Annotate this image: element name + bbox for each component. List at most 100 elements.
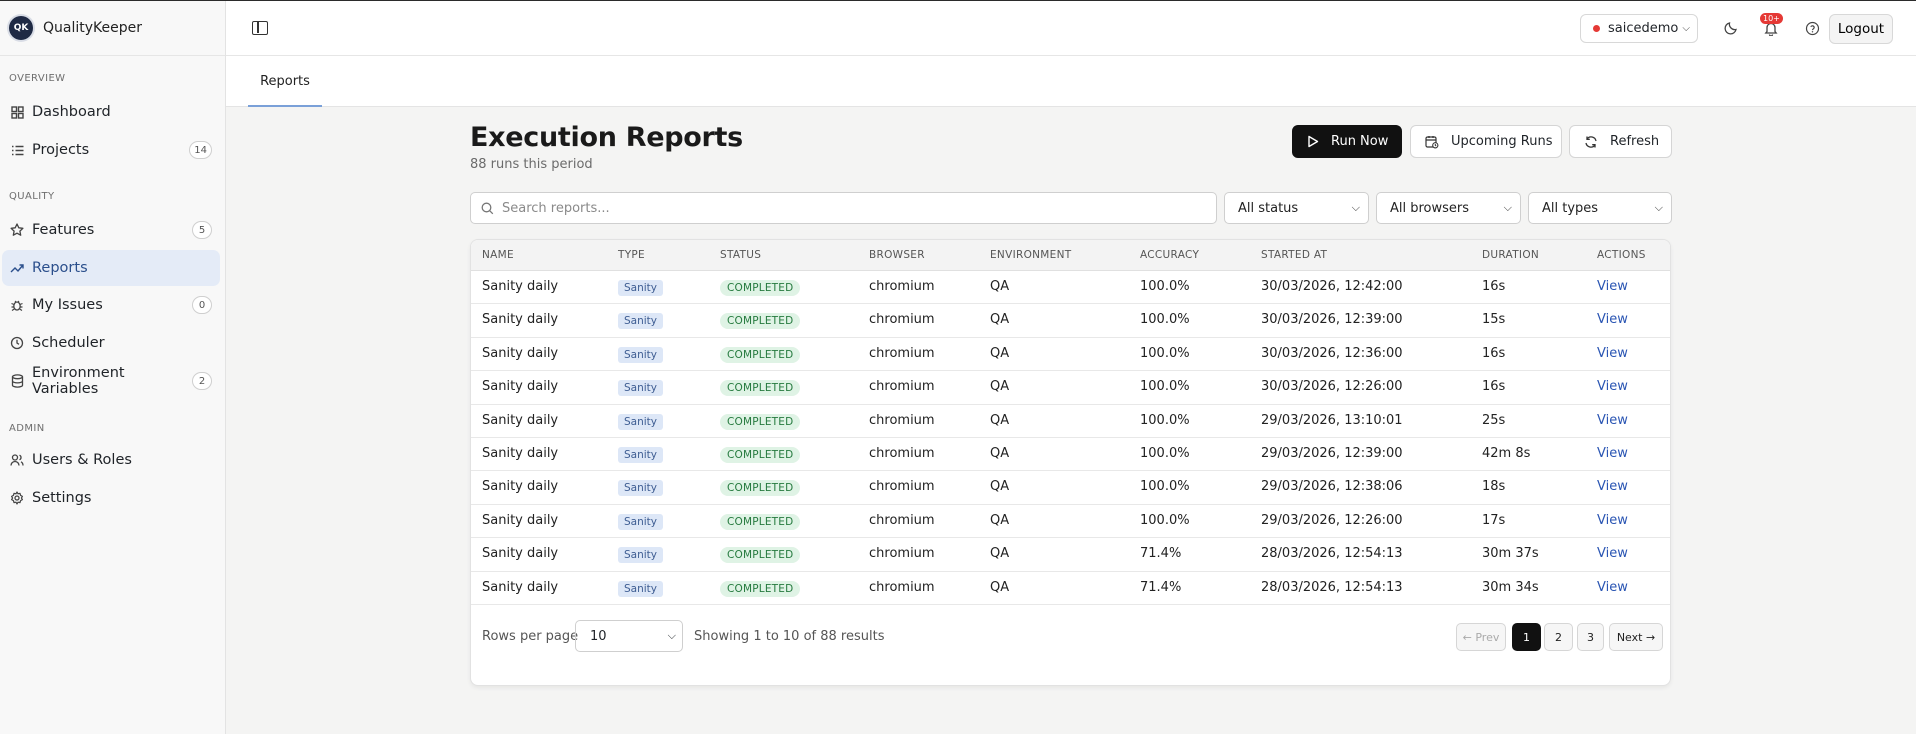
cell-started-at: 28/03/2026, 12:54:13 <box>1261 546 1403 562</box>
window-top-border <box>0 0 1916 1</box>
sidebar-item-settings[interactable]: Settings <box>2 480 220 516</box>
view-link[interactable]: View <box>1597 546 1628 562</box>
table-row[interactable]: Sanity daily Sanity COMPLETED chromium QA 71.… <box>471 572 1670 605</box>
sidebar-item-dashboard[interactable]: Dashboard <box>2 94 220 130</box>
type-badge: Sanity <box>618 380 664 397</box>
cell-browser: chromium <box>869 345 935 361</box>
grid-icon <box>10 105 24 119</box>
count-badge: 0 <box>192 296 212 314</box>
gear-icon <box>10 491 24 505</box>
status-badge: COMPLETED <box>720 346 801 363</box>
database-icon <box>10 374 24 388</box>
next-page-button[interactable]: Next → <box>1609 623 1663 651</box>
cell-started-at: 30/03/2026, 12:42:00 <box>1261 279 1403 294</box>
logout-button[interactable]: Logout <box>1829 14 1893 44</box>
play-icon <box>1307 135 1319 148</box>
sidebar: QK QualityKeeper OVERVIEW Dashboard Proj… <box>0 1 226 734</box>
browser-filter-select[interactable]: All browsers ⌵ <box>1376 192 1521 224</box>
column-header-status: STATUS <box>720 249 762 261</box>
view-link[interactable]: View <box>1597 479 1628 495</box>
page-subtitle: 88 runs this period <box>470 157 593 172</box>
sidebar-toggle-icon[interactable] <box>252 21 268 35</box>
status-badge: COMPLETED <box>720 513 801 530</box>
view-link[interactable]: View <box>1597 579 1628 595</box>
view-link[interactable]: View <box>1597 379 1628 395</box>
section-label-admin: ADMIN <box>9 423 45 434</box>
type-filter-value: All types <box>1542 200 1599 216</box>
search-input[interactable] <box>502 200 1182 216</box>
sidebar-item-my-issues[interactable]: My Issues 0 <box>2 287 220 323</box>
table-row[interactable]: Sanity daily Sanity COMPLETED chromium QA 100… <box>471 405 1670 438</box>
page-button-2[interactable]: 2 <box>1544 623 1573 651</box>
cell-accuracy: 100.0% <box>1140 279 1190 294</box>
status-badge: COMPLETED <box>720 280 801 296</box>
calendar-clock-icon <box>1425 135 1439 149</box>
table-row[interactable]: Sanity daily Sanity COMPLETED chromium QA 100… <box>471 438 1670 472</box>
view-link[interactable]: View <box>1597 312 1628 328</box>
view-link[interactable]: View <box>1597 345 1628 361</box>
tenant-selector[interactable]: saicedemo ⌵ <box>1580 14 1698 43</box>
table-row[interactable]: Sanity daily Sanity COMPLETED chromium QA 100… <box>471 271 1670 305</box>
type-filter-select[interactable]: All types ⌵ <box>1528 192 1672 224</box>
column-header-environment: ENVIRONMENT <box>990 249 1072 261</box>
search-box[interactable] <box>470 192 1217 224</box>
type-badge: Sanity <box>618 547 664 564</box>
page-title: Execution Reports <box>470 122 743 153</box>
sidebar-item-users-roles[interactable]: Users & Roles <box>2 442 220 478</box>
table-row[interactable]: Sanity daily Sanity COMPLETED chromium QA 71.… <box>471 538 1670 572</box>
sidebar-item-reports[interactable]: Reports <box>2 250 220 286</box>
column-header-name: NAME <box>482 249 514 261</box>
tab-reports[interactable]: Reports <box>248 71 322 107</box>
rows-per-page-select[interactable]: 10 ⌵ <box>575 620 683 652</box>
sidebar-item-scheduler[interactable]: Scheduler <box>2 325 220 361</box>
cell-started-at: 30/03/2026, 12:36:00 <box>1261 345 1403 361</box>
table-row[interactable]: Sanity daily Sanity COMPLETED chromium QA 100… <box>471 471 1670 505</box>
app-name: QualityKeeper <box>43 20 142 36</box>
table-row[interactable]: Sanity daily Sanity COMPLETED chromium QA 100… <box>471 304 1670 338</box>
sidebar-item-label: My Issues <box>32 297 103 313</box>
status-badge: COMPLETED <box>720 480 801 497</box>
cell-environment: QA <box>990 412 1010 428</box>
table-row[interactable]: Sanity daily Sanity COMPLETED chromium QA 100… <box>471 505 1670 539</box>
view-link[interactable]: View <box>1597 279 1628 294</box>
cell-started-at: 30/03/2026, 12:39:00 <box>1261 312 1403 328</box>
cell-accuracy: 100.0% <box>1140 345 1190 361</box>
table-row[interactable]: Sanity daily Sanity COMPLETED chromium QA 100… <box>471 338 1670 372</box>
count-badge: 14 <box>189 141 212 159</box>
run-now-button[interactable]: Run Now <box>1292 125 1402 158</box>
notification-count-badge: 10+ <box>1760 13 1783 24</box>
cell-accuracy: 100.0% <box>1140 312 1190 328</box>
status-filter-select[interactable]: All status ⌵ <box>1224 192 1369 224</box>
column-header-type: TYPE <box>618 249 645 261</box>
help-icon[interactable] <box>1803 19 1821 37</box>
upcoming-runs-button[interactable]: Upcoming Runs <box>1410 125 1562 158</box>
cell-started-at: 30/03/2026, 12:26:00 <box>1261 379 1403 395</box>
cell-browser: chromium <box>869 479 935 495</box>
table-row[interactable]: Sanity daily Sanity COMPLETED chromium QA 100… <box>471 371 1670 405</box>
column-header-browser: BROWSER <box>869 249 925 261</box>
count-badge: 2 <box>192 372 212 390</box>
page-button-1[interactable]: 1 <box>1512 623 1541 651</box>
prev-page-button[interactable]: ← Prev <box>1456 623 1506 651</box>
cell-duration: 16s <box>1482 279 1506 294</box>
cell-browser: chromium <box>869 579 935 595</box>
view-link[interactable]: View <box>1597 446 1628 461</box>
sidebar-item-features[interactable]: Features 5 <box>2 212 220 248</box>
star-icon <box>10 223 24 237</box>
status-filter-value: All status <box>1238 200 1299 216</box>
sidebar-item-projects[interactable]: Projects 14 <box>2 132 220 168</box>
refresh-button[interactable]: Refresh <box>1569 125 1672 158</box>
status-badge: COMPLETED <box>720 413 801 430</box>
cell-accuracy: 71.4% <box>1140 579 1182 595</box>
moon-icon[interactable] <box>1722 19 1740 37</box>
view-link[interactable]: View <box>1597 412 1628 428</box>
page-button-3[interactable]: 3 <box>1577 623 1604 651</box>
view-link[interactable]: View <box>1597 512 1628 528</box>
search-icon <box>481 202 494 215</box>
type-badge: Sanity <box>618 513 664 530</box>
tenant-name: saicedemo <box>1608 21 1679 36</box>
status-dot <box>1593 25 1600 32</box>
type-badge: Sanity <box>618 580 664 597</box>
sidebar-item-environment-variables[interactable]: Environment Variables 2 <box>2 363 220 399</box>
brand[interactable]: QK QualityKeeper <box>0 1 225 56</box>
